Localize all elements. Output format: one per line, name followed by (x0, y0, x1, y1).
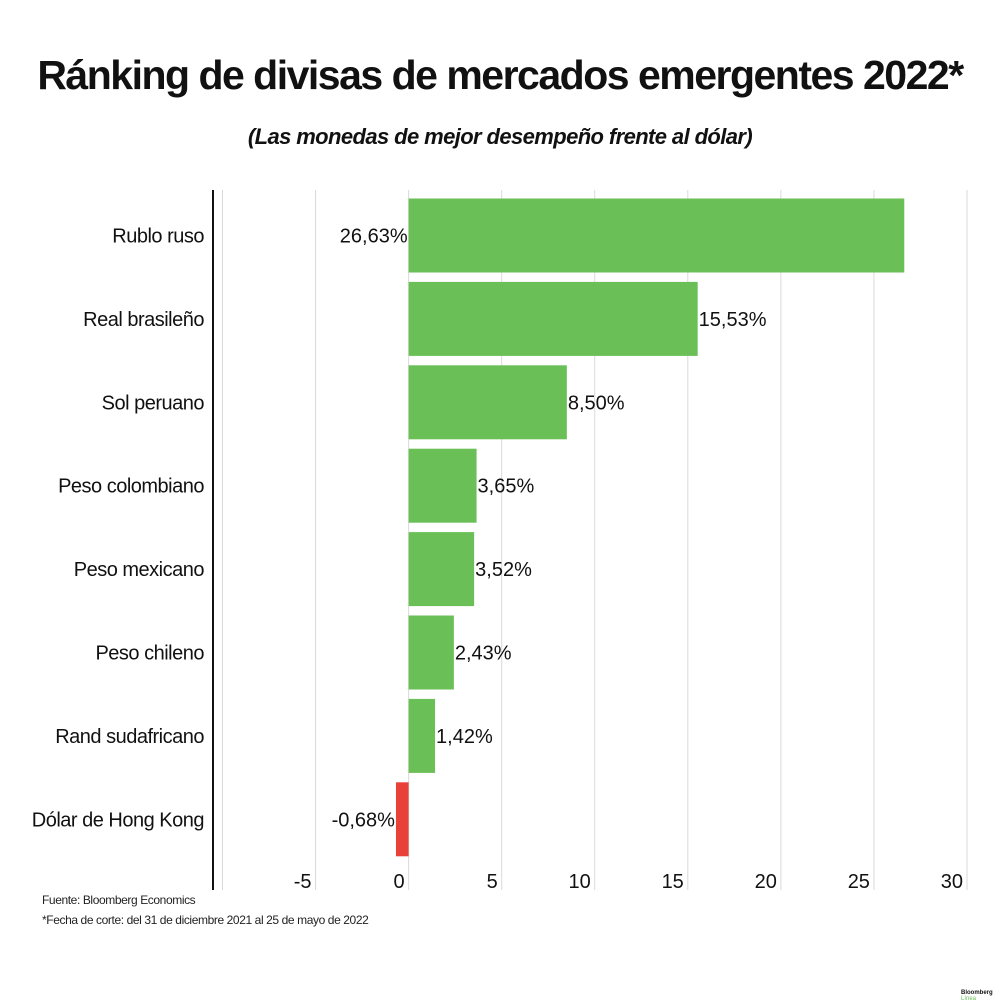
category-label: Dólar de Hong Kong (32, 809, 204, 831)
data-label: 8,50% (568, 392, 625, 414)
x-tick-label: 5 (487, 871, 498, 893)
bar (395, 782, 409, 857)
x-tick-label: 25 (848, 871, 870, 893)
logo-line1: Bloomberg (961, 990, 993, 996)
x-tick-label: 15 (662, 871, 684, 893)
chart-title: Ránking de divisas de mercados emergente… (37, 52, 964, 98)
category-label: Sol peruano (102, 392, 205, 414)
category-label: Rublo ruso (112, 226, 204, 248)
bar (408, 198, 905, 273)
bar (408, 448, 477, 523)
category-label: Peso chileno (95, 643, 204, 665)
footnote: *Fecha de corte: del 31 de diciembre 202… (42, 913, 369, 927)
bar (408, 365, 567, 440)
bloomberg-linea-logo: Bloomberg Línea (961, 990, 993, 1002)
bar (408, 281, 698, 356)
data-label: 2,43% (455, 643, 512, 665)
x-tick-label: 20 (755, 871, 777, 893)
logo-line2: Línea (961, 996, 977, 1002)
bar (408, 532, 475, 607)
category-label: Real brasileño (83, 309, 204, 331)
data-label: -0,68% (332, 809, 396, 831)
x-tick-label: 10 (569, 871, 591, 893)
x-tick-label: -5 (294, 871, 312, 893)
source-note: Fuente: Bloomberg Economics (42, 893, 196, 907)
category-label: Peso colombiano (58, 476, 204, 498)
data-label: 26,63% (340, 226, 408, 248)
data-label: 3,52% (475, 559, 532, 581)
category-label: Peso mexicano (74, 559, 205, 581)
data-label: 15,53% (699, 309, 767, 331)
x-tick-label: 0 (394, 871, 405, 893)
data-label: 3,65% (478, 476, 535, 498)
bar (408, 615, 454, 690)
bar (408, 698, 436, 773)
chart-subtitle: (Las monedas de mejor desempeño frente a… (247, 124, 753, 149)
data-label: 1,42% (436, 726, 493, 748)
x-tick-label: 30 (941, 871, 963, 893)
category-label: Rand sudafricano (55, 726, 204, 748)
